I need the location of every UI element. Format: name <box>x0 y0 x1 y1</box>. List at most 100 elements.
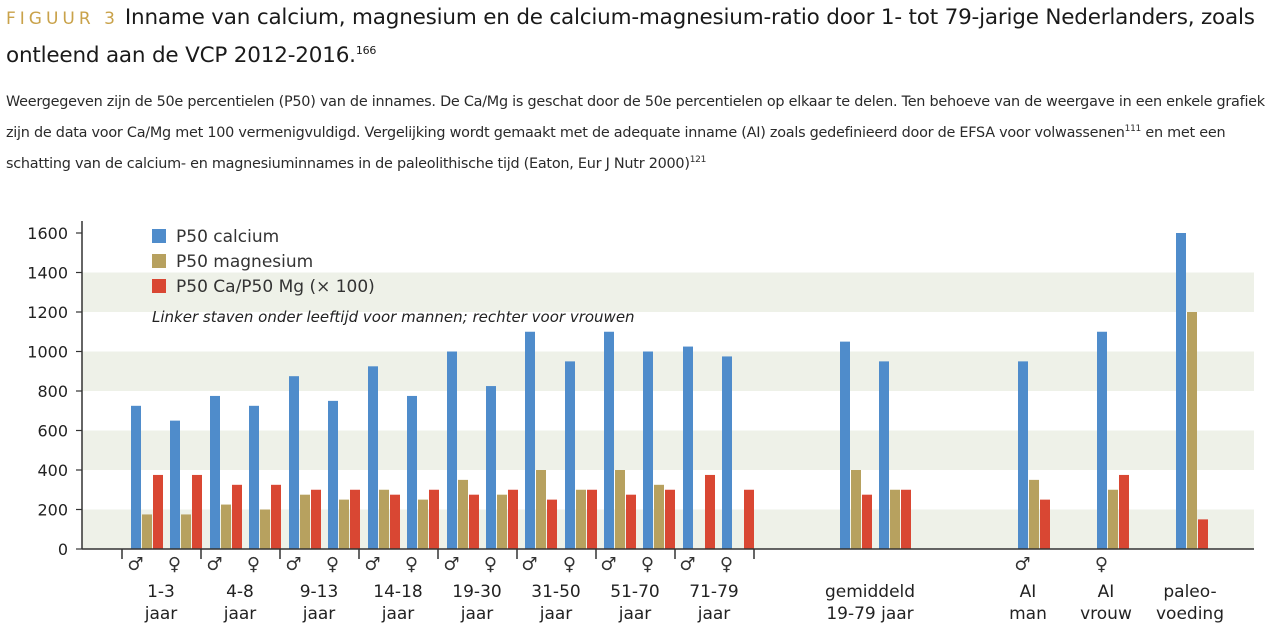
bar-ratio <box>390 494 400 549</box>
legend-swatch-magnesium <box>152 254 166 268</box>
bar-calcium <box>447 351 457 549</box>
bar-calcium <box>525 331 535 549</box>
figure-title: Inname van calcium, magnesium en de calc… <box>6 5 1255 69</box>
bar-ratio <box>1119 474 1129 549</box>
bar-magnesium <box>497 494 507 549</box>
category-label-line1: 71-79 <box>689 582 738 602</box>
gender-symbol: ♀ <box>563 554 576 575</box>
category-label-line2: jaar <box>144 604 178 624</box>
y-tick-label: 1000 <box>27 343 68 362</box>
category-label-line2: jaar <box>302 604 336 624</box>
legend-label-calcium: P50 calcium <box>176 227 279 247</box>
bar-calcium <box>1176 233 1186 549</box>
bar-magnesium <box>1029 479 1039 549</box>
bar-magnesium <box>576 489 586 549</box>
bar-magnesium <box>536 470 546 549</box>
bar-calcium <box>407 395 417 549</box>
y-tick-label: 400 <box>37 461 68 480</box>
category-label-line2: voeding <box>1156 604 1224 624</box>
bar-magnesium <box>339 499 349 549</box>
y-tick-label: 1400 <box>27 264 68 283</box>
category-label-line2: man <box>1009 604 1047 624</box>
category-label-line2: jaar <box>223 604 257 624</box>
bar-ratio <box>271 484 281 549</box>
bar-magnesium <box>221 504 231 549</box>
bar-calcium <box>683 346 693 549</box>
bar-calcium <box>565 361 575 549</box>
caption-text-1: Weergegeven zijn de 50e percentielen (P5… <box>6 94 1265 141</box>
bar-magnesium <box>851 470 861 549</box>
gender-symbol: ♀ <box>484 554 497 575</box>
bar-magnesium <box>1108 489 1118 549</box>
figure-caption: Weergegeven zijn de 50e percentielen (P5… <box>6 89 1268 178</box>
grid-band <box>82 272 1254 312</box>
bar-ratio <box>1040 499 1050 549</box>
caption-reference-2: 121 <box>689 154 707 165</box>
y-tick-label: 600 <box>37 422 68 441</box>
bar-magnesium <box>615 470 625 549</box>
category-label-line1: gemiddeld <box>825 582 915 602</box>
gender-symbol: ♂ <box>600 554 616 575</box>
category-label-line1: 1-3 <box>147 582 175 602</box>
legend-swatch-ratio <box>152 279 166 293</box>
gender-symbol: ♂ <box>364 554 380 575</box>
bar-calcium <box>486 386 496 549</box>
category-label-line1: paleo- <box>1163 582 1216 602</box>
bar-ratio <box>626 494 636 549</box>
category-label-line2: jaar <box>381 604 415 624</box>
gender-symbol: ♂ <box>206 554 222 575</box>
bar-ratio <box>901 489 911 549</box>
bar-magnesium <box>142 514 152 549</box>
legend-label-magnesium: P50 magnesium <box>176 252 313 272</box>
y-tick-label: 1600 <box>27 224 68 243</box>
category-label-line1: 9-13 <box>300 582 339 602</box>
legend-swatch-calcium <box>152 229 166 243</box>
bar-calcium <box>170 420 180 549</box>
caption-text-2: en met een schatting van de calcium- en … <box>6 124 1226 172</box>
bar-ratio <box>547 499 557 549</box>
bar-ratio <box>744 489 754 549</box>
gender-symbol: ♀ <box>1095 554 1108 575</box>
bar-magnesium <box>1187 312 1197 549</box>
y-tick-label: 800 <box>37 382 68 401</box>
bar-calcium <box>1018 361 1028 549</box>
category-label-line1: 14-18 <box>373 582 422 602</box>
bar-ratio <box>469 494 479 549</box>
grid-band <box>82 351 1254 391</box>
bar-ratio <box>665 489 675 549</box>
gender-symbol: ♀ <box>168 554 181 575</box>
bar-magnesium <box>181 514 191 549</box>
bar-ratio <box>429 489 439 549</box>
gender-symbol: ♂ <box>679 554 695 575</box>
bar-ratio <box>232 484 242 549</box>
bar-magnesium <box>300 494 310 549</box>
bar-calcium <box>289 376 299 549</box>
bar-magnesium <box>418 499 428 549</box>
bar-ratio <box>705 474 715 549</box>
y-tick-label: 1200 <box>27 303 68 322</box>
bar-calcium <box>131 405 141 549</box>
y-tick-label: 200 <box>37 501 68 520</box>
bar-magnesium <box>260 509 270 549</box>
caption-reference-1: 111 <box>1124 124 1142 134</box>
gender-symbol: ♂ <box>443 554 459 575</box>
bar-ratio <box>587 489 597 549</box>
chart-note: Linker staven onder leeftijd voor mannen… <box>152 308 635 326</box>
category-label-line2: 19-79 jaar <box>826 604 913 624</box>
bar-calcium <box>840 341 850 549</box>
bar-ratio <box>311 489 321 549</box>
figure-label: FIGUUR 3 <box>6 9 119 29</box>
bar-magnesium <box>890 489 900 549</box>
category-label-line1: 31-50 <box>531 582 580 602</box>
bar-ratio <box>1198 519 1208 549</box>
gender-symbol: ♀ <box>247 554 260 575</box>
category-label-line2: jaar <box>618 604 652 624</box>
gender-symbol: ♀ <box>405 554 418 575</box>
bar-calcium <box>210 395 220 549</box>
category-label-line1: AI <box>1098 582 1115 602</box>
bar-ratio <box>862 494 872 549</box>
y-tick-label: 0 <box>58 540 68 559</box>
bar-calcium <box>249 405 259 549</box>
figure-title-block: FIGUUR 3 Inname van calcium, magnesium en… <box>6 2 1268 72</box>
category-label-line1: 19-30 <box>452 582 501 602</box>
